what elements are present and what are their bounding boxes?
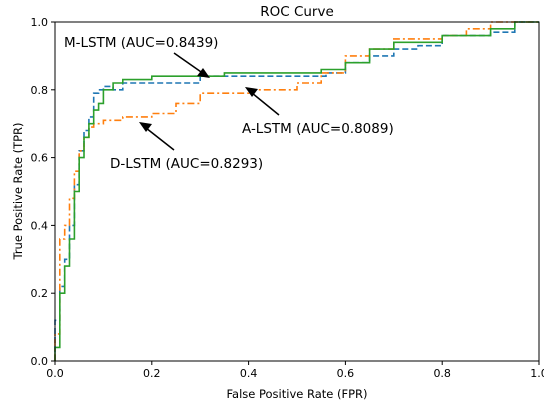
y-tick-label: 0.0	[31, 355, 49, 368]
arrow-d-lstm	[145, 127, 175, 151]
x-tick-label: 1.0	[530, 367, 544, 380]
arrow-a-lstm	[251, 92, 280, 116]
y-axis-label: True Positive Rate (TPR)	[11, 122, 25, 260]
chart-title: ROC Curve	[260, 4, 334, 20]
x-tick-label: 0.6	[337, 367, 355, 380]
y-tick-label: 0.2	[31, 287, 49, 300]
x-axis-label: False Positive Rate (FPR)	[226, 387, 367, 401]
x-tick-label: 0.8	[433, 367, 451, 380]
plot-frame	[54, 21, 540, 362]
annotation-arrows	[139, 52, 280, 151]
annotation-a-lstm: A-LSTM (AUC=0.8089)	[242, 121, 394, 137]
arrowhead-m-lstm	[197, 68, 210, 78]
y-tick-label: 0.4	[31, 219, 49, 232]
arrowhead-d-lstm	[139, 122, 152, 132]
series-line-m-lstm	[54, 21, 539, 361]
x-tick-label: 0.4	[240, 367, 258, 380]
annotation-m-lstm: M-LSTM (AUC=0.8439)	[64, 35, 218, 51]
arrowhead-a-lstm	[245, 87, 258, 97]
x-tick-label: 0.2	[143, 367, 161, 380]
series-line-d-lstm	[54, 21, 539, 361]
y-axis-ticks: 0.0 0.2 0.4 0.6 0.8 1.0	[31, 16, 55, 368]
y-tick-label: 0.6	[31, 152, 49, 165]
y-tick-label: 1.0	[31, 16, 49, 29]
x-axis-ticks: 0.0 0.2 0.4 0.6 0.8 1.0	[46, 361, 544, 380]
arrow-m-lstm	[173, 52, 205, 75]
annotation-d-lstm: D-LSTM (AUC=0.8293)	[110, 156, 263, 172]
x-tick-label: 0.0	[46, 367, 64, 380]
series-curves	[54, 21, 539, 361]
y-tick-label: 0.8	[31, 84, 49, 97]
